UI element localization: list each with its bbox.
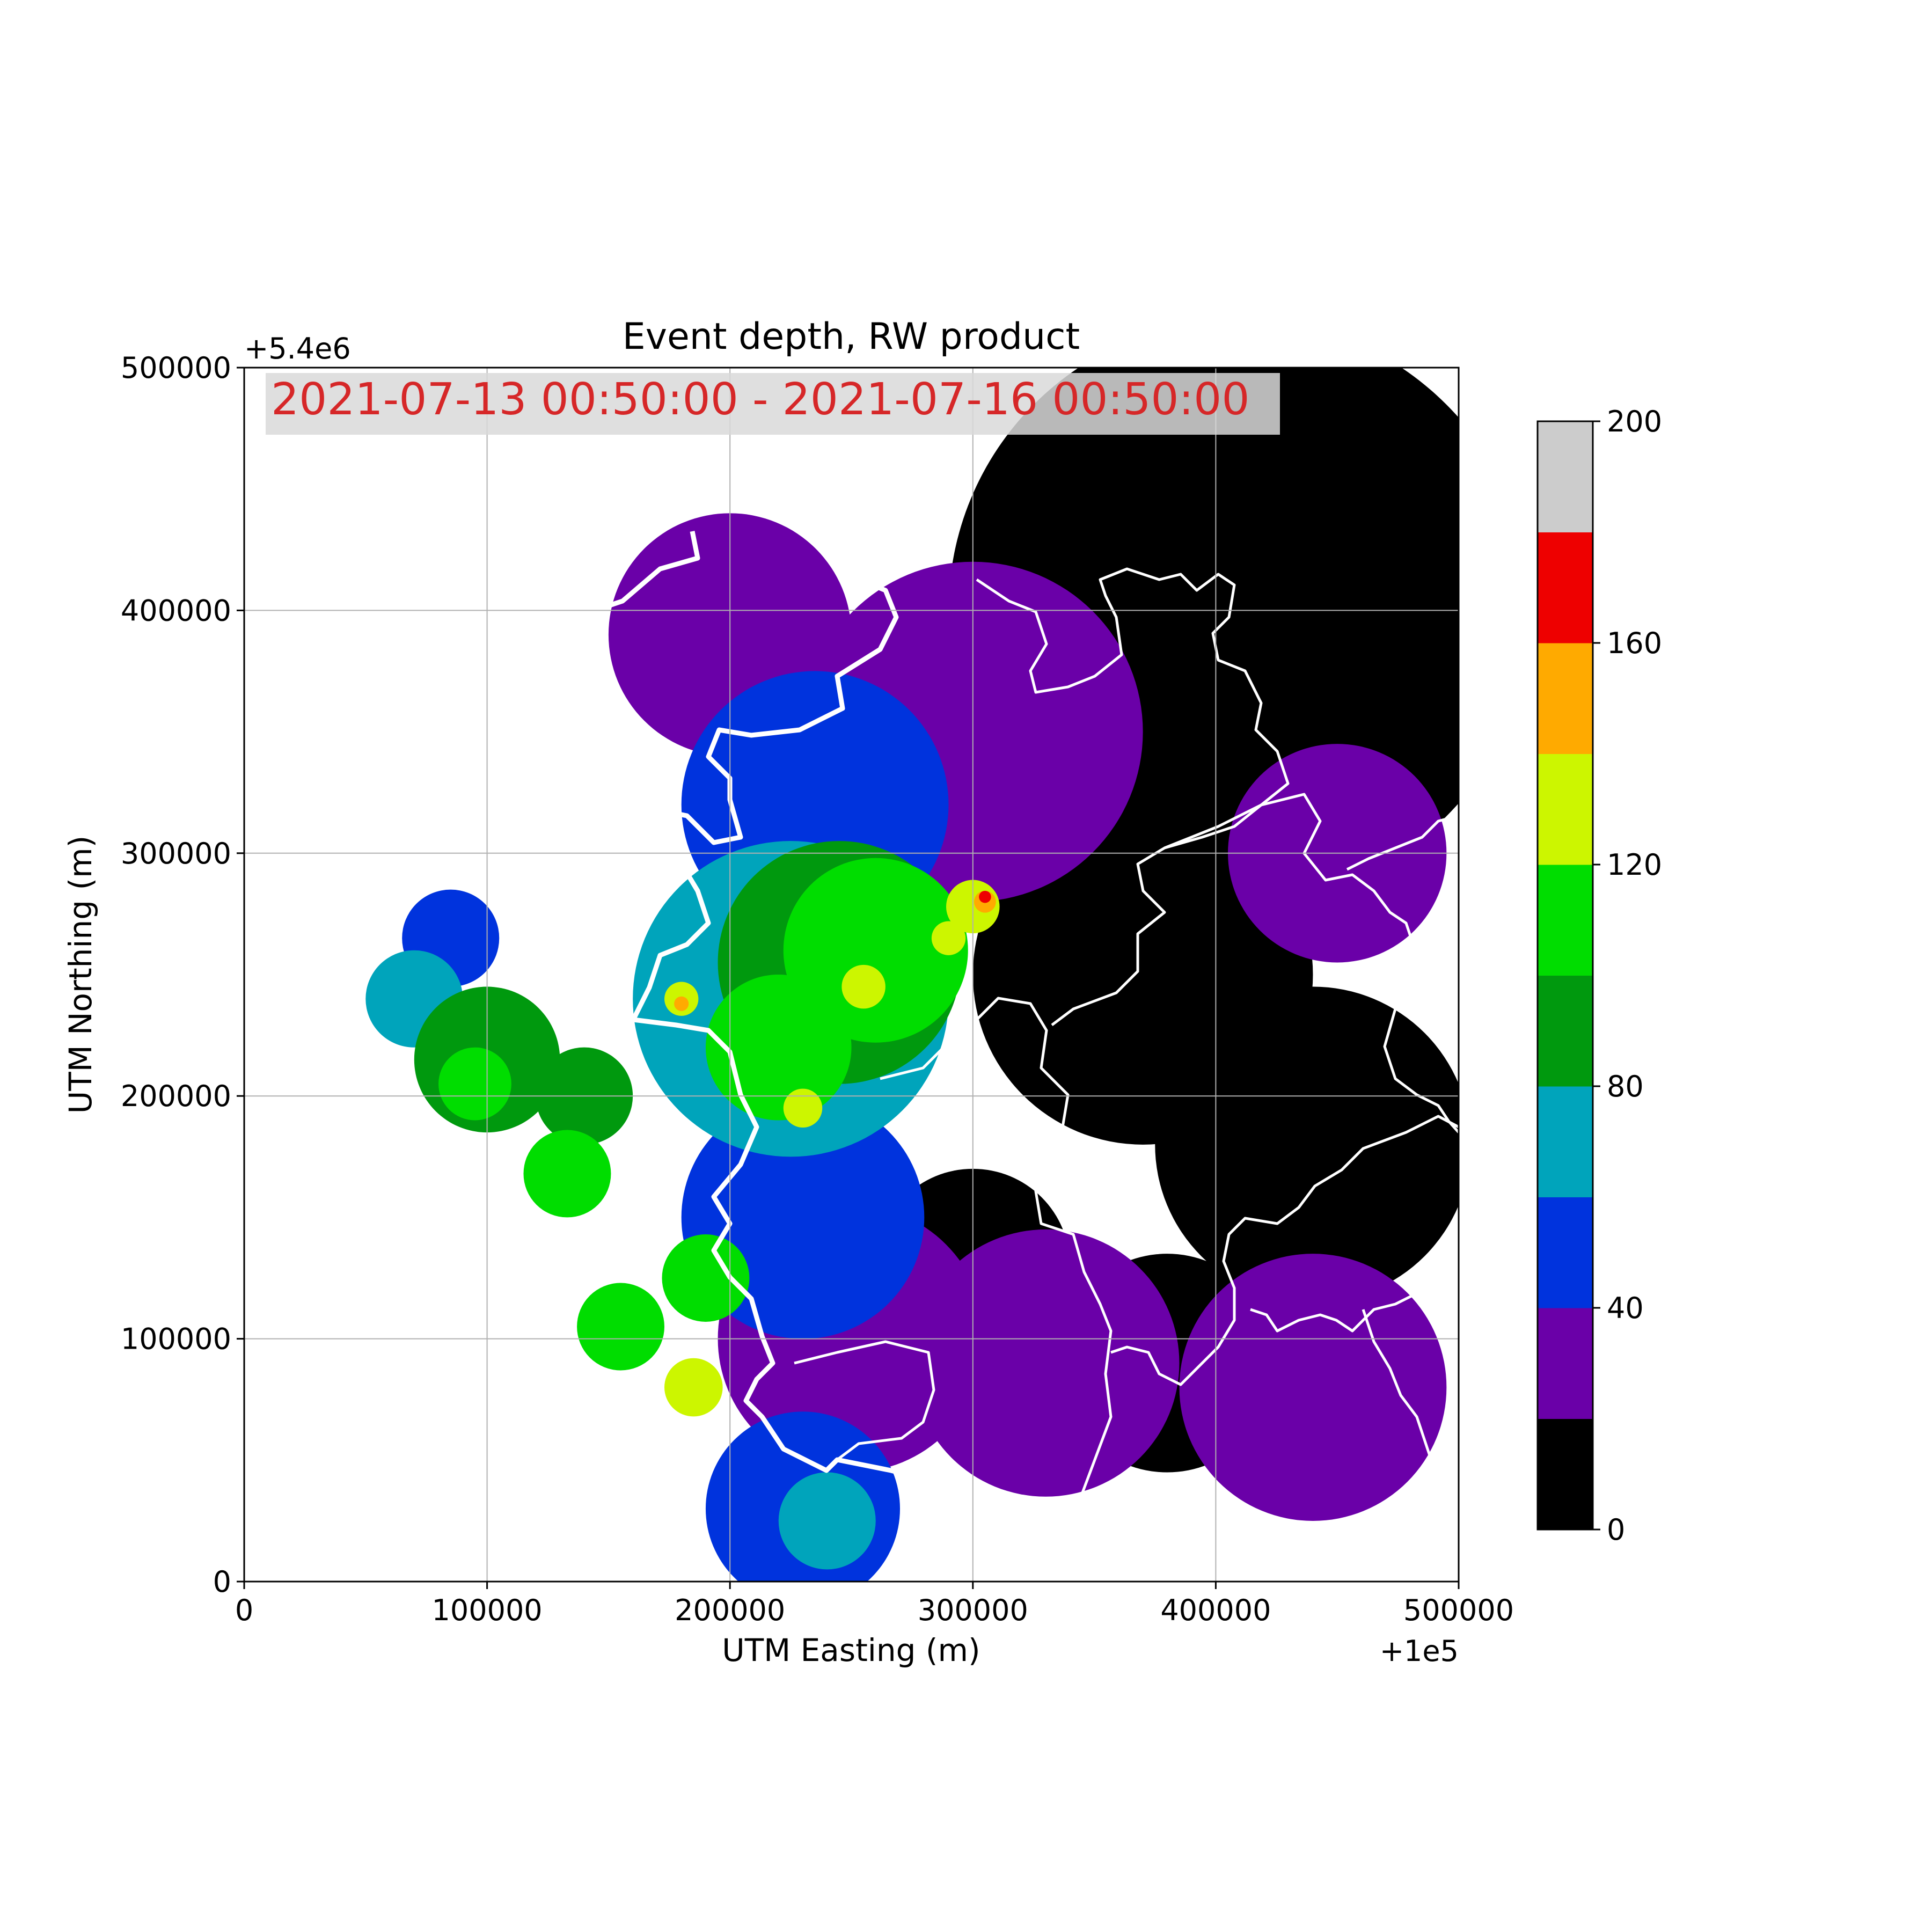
border-line bbox=[1164, 793, 1459, 1133]
depth-region bbox=[841, 964, 885, 1009]
border-line bbox=[880, 997, 1113, 1520]
y-axis: 0 100000 200000 300000 400000 500000 bbox=[121, 351, 244, 1599]
depth-field bbox=[365, 368, 1459, 1582]
grid bbox=[244, 367, 1459, 1582]
depth-region bbox=[577, 1283, 664, 1371]
colorbar-band bbox=[1538, 421, 1593, 532]
colorbar-band bbox=[1538, 975, 1593, 1087]
plot-frame bbox=[243, 367, 1460, 1583]
colorbar-tick-label: 120 bbox=[1607, 848, 1662, 882]
x-tick-label: 500000 bbox=[1403, 1593, 1514, 1627]
border-line bbox=[1346, 814, 1459, 871]
colorbar-band bbox=[1538, 1086, 1593, 1197]
x-tick-label: 300000 bbox=[918, 1593, 1028, 1627]
colorbar-band bbox=[1538, 643, 1593, 754]
y-tick-label: 300000 bbox=[121, 837, 231, 870]
colorbar-band bbox=[1538, 753, 1593, 865]
colorbar-band bbox=[1538, 865, 1593, 976]
depth-region bbox=[1179, 1254, 1447, 1521]
colorbar-band bbox=[1538, 1418, 1593, 1530]
x-tick-label: 100000 bbox=[432, 1593, 543, 1627]
y-tick-label: 200000 bbox=[121, 1079, 231, 1113]
y-offset-label: +5.4e6 bbox=[244, 332, 351, 365]
y-tick-label: 400000 bbox=[121, 594, 231, 627]
y-tick-label: 0 bbox=[213, 1565, 231, 1599]
colorbar-tick-label: 160 bbox=[1607, 626, 1662, 660]
y-tick-label: 500000 bbox=[121, 351, 231, 385]
colorbar-band bbox=[1538, 1197, 1593, 1308]
depth-region bbox=[664, 1358, 723, 1417]
x-axis: 0 100000 200000 300000 400000 500000 bbox=[235, 1582, 1514, 1627]
border-line bbox=[631, 422, 1081, 1582]
chart-title: Event depth, RW product bbox=[623, 316, 1080, 358]
depth-region bbox=[438, 1047, 511, 1121]
annotation-box bbox=[266, 373, 1280, 435]
x-tick-label: 400000 bbox=[1160, 1593, 1271, 1627]
border-line bbox=[794, 1340, 935, 1461]
depth-region bbox=[1155, 986, 1459, 1302]
depth-region bbox=[931, 921, 966, 955]
depth-region bbox=[662, 1234, 750, 1322]
plot-area bbox=[244, 368, 1459, 1582]
border-line bbox=[384, 418, 529, 715]
colorbar-band bbox=[1538, 1308, 1593, 1419]
x-offset-label: +1e5 bbox=[1380, 1634, 1459, 1668]
depth-region bbox=[979, 890, 991, 903]
colorbar-tick-label: 0 bbox=[1607, 1513, 1625, 1547]
x-axis-label: UTM Easting (m) bbox=[722, 1632, 980, 1668]
depth-region bbox=[705, 974, 852, 1121]
border-line bbox=[1250, 1239, 1459, 1333]
y-tick-label: 100000 bbox=[121, 1322, 231, 1356]
border-line bbox=[482, 531, 700, 614]
colorbar: 0 40 80 120 160 200 bbox=[1536, 405, 1662, 1547]
border-line bbox=[976, 567, 1290, 1026]
x-tick-label: 0 bbox=[235, 1593, 253, 1627]
colorbar-tick-label: 200 bbox=[1607, 405, 1662, 438]
border-line bbox=[1110, 1115, 1459, 1386]
date-range-annotation: 2021-07-13 00:50:00 - 2021-07-16 00:50:0… bbox=[271, 374, 1250, 425]
x-tick-label: 200000 bbox=[675, 1593, 785, 1627]
colorbar-band bbox=[1538, 532, 1593, 643]
border-line bbox=[244, 826, 462, 877]
depth-region bbox=[783, 1088, 823, 1128]
depth-region bbox=[912, 1229, 1180, 1497]
colorbar-tick-label: 40 bbox=[1607, 1291, 1644, 1325]
depth-region bbox=[523, 1130, 611, 1218]
y-axis-label: UTM Northing (m) bbox=[62, 836, 99, 1114]
colorbar-frame bbox=[1536, 420, 1594, 1531]
depth-region bbox=[674, 996, 689, 1011]
colorbar-tick-label: 80 bbox=[1607, 1070, 1644, 1103]
border-line bbox=[1362, 1309, 1459, 1514]
depth-region bbox=[778, 1472, 876, 1570]
boundary-lines bbox=[244, 418, 1459, 1582]
